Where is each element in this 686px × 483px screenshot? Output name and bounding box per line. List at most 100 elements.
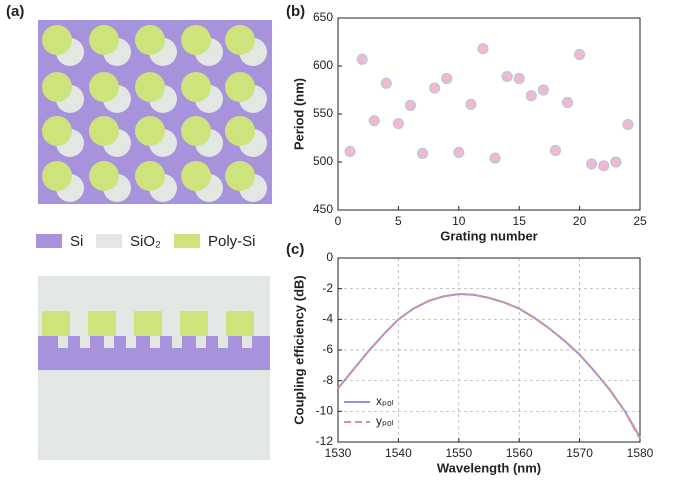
y-axis-label: Coupling efficiency (dB)	[291, 275, 306, 425]
x-tick-label: 1530	[325, 446, 352, 460]
legend-label: xₚₒₗ	[376, 394, 394, 408]
scatter-point	[429, 82, 441, 94]
x-tick-label: 5	[395, 214, 402, 228]
etch-notch	[196, 336, 206, 348]
polysi-pillar	[89, 116, 119, 146]
y-tick-label: 450	[313, 202, 333, 216]
polysi-pillar	[181, 161, 211, 191]
scatter-point	[416, 147, 429, 159]
etch-notch	[172, 336, 182, 348]
scatter-point	[392, 117, 404, 130]
pillars	[42, 25, 267, 202]
y-tick-label: -4	[322, 312, 333, 326]
y-tick-label: 550	[313, 106, 333, 120]
scatter-point	[561, 96, 574, 109]
polysi-block	[42, 311, 70, 336]
polysi-pillar	[89, 72, 119, 102]
scatter-point	[610, 156, 622, 168]
x-tick-label: 0	[335, 214, 342, 228]
top-view-schematic	[38, 20, 272, 204]
y-tick-label: 0	[326, 250, 333, 264]
y-tick-label: 650	[313, 10, 333, 24]
polysi-pillar	[89, 161, 119, 191]
scatter-point	[573, 48, 586, 61]
polysi-pillar	[89, 25, 119, 55]
legend-label: Poly-Si	[208, 233, 256, 250]
legend-swatch	[174, 234, 200, 248]
polysi-pillar	[135, 25, 165, 55]
plot-frame	[337, 257, 641, 443]
gratings	[42, 311, 254, 348]
polysi-pillar	[135, 116, 165, 146]
y-axis-label: Period (nm)	[291, 78, 306, 150]
legend-label: Si	[70, 233, 83, 250]
polysi-pillar	[42, 116, 72, 146]
material-legend: Si SiO₂ Poly-Si	[36, 233, 256, 250]
x-axis-label: Grating number	[440, 228, 538, 243]
polysi-pillar	[225, 116, 255, 146]
plot-frame	[337, 17, 641, 211]
panel-label: (a)	[6, 3, 24, 20]
legend-label: SiO₂	[130, 233, 161, 250]
etch-notch	[104, 336, 114, 348]
etch-notch	[80, 336, 90, 348]
legend-label: yₚₒₗ	[376, 414, 394, 428]
x-tick-label: 1570	[566, 446, 593, 460]
polysi-pillar	[42, 25, 72, 55]
scatter-point	[477, 43, 489, 55]
x-tick-label: 25	[633, 214, 647, 228]
polysi-block	[88, 311, 116, 336]
etch-notch	[150, 336, 160, 348]
polysi-pillar	[181, 25, 211, 55]
y-tick-label: -10	[316, 404, 334, 418]
scatter-point	[356, 53, 368, 65]
y-tick-label: 500	[313, 154, 333, 168]
polysi-block	[226, 311, 254, 336]
scatter-point	[489, 152, 501, 164]
scatter-point	[441, 72, 453, 85]
scatter-point	[622, 118, 634, 131]
polysi-pillar	[225, 25, 255, 55]
panel-label: (c)	[286, 241, 304, 258]
polysi-pillar	[135, 161, 165, 191]
scatter-point	[368, 115, 380, 127]
y-tick-label: -6	[322, 342, 333, 356]
x-tick-label: 20	[573, 214, 587, 228]
panel-label: (b)	[286, 3, 305, 20]
scatter-point	[344, 145, 356, 158]
legend-swatch	[96, 234, 122, 248]
scatter-point	[453, 146, 465, 158]
x-tick-label: 1540	[385, 446, 412, 460]
scatter-point	[465, 98, 477, 111]
etch-notch	[242, 336, 252, 348]
polysi-pillar	[42, 161, 72, 191]
line-series	[337, 293, 641, 440]
scatter-point	[513, 72, 525, 85]
polysi-block	[180, 311, 208, 336]
x-tick-label: 15	[513, 214, 527, 228]
polysi-pillar	[42, 72, 72, 102]
polysi-pillar	[225, 72, 255, 102]
x-tick-label: 1550	[445, 446, 472, 460]
scatter-point	[586, 158, 598, 170]
cross-section-schematic	[38, 276, 270, 460]
y-tick-label: -12	[316, 434, 334, 448]
x-tick-label: 1560	[506, 446, 533, 460]
scatter-point	[404, 99, 417, 111]
x-tick-label: 1580	[627, 446, 654, 460]
polysi-pillar	[181, 116, 211, 146]
etch-notch	[58, 336, 68, 348]
scatter-point	[380, 77, 392, 89]
scatter-point	[598, 160, 610, 172]
polysi-pillar	[181, 72, 211, 102]
scatter-point	[537, 84, 549, 96]
etch-notch	[126, 336, 136, 348]
etch-notch	[218, 336, 228, 348]
y-tick-label: -8	[322, 373, 333, 387]
x-axis-label: Wavelength (nm)	[437, 460, 541, 475]
x-tick-label: 10	[452, 214, 466, 228]
polysi-block	[134, 311, 162, 336]
polysi-pillar	[225, 161, 255, 191]
scatter-point	[525, 90, 537, 102]
